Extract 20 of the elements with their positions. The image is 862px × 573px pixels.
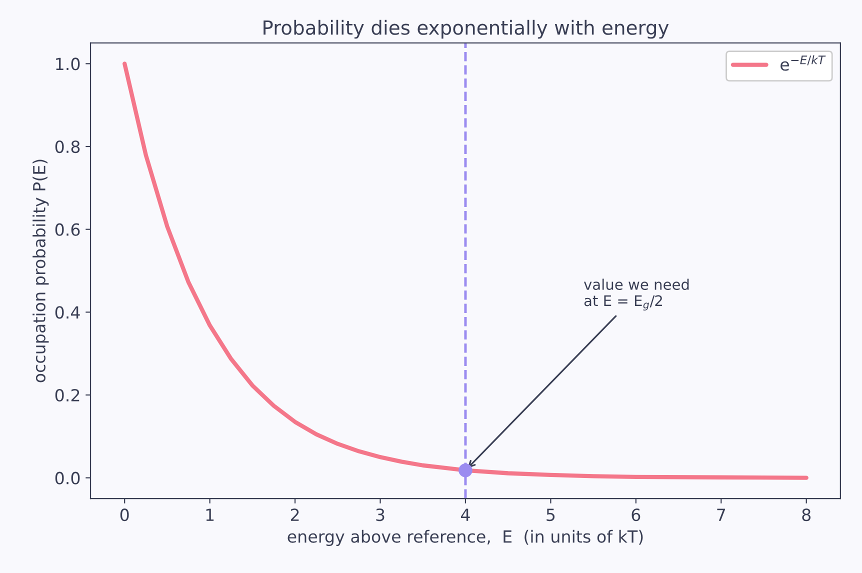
x-tick-label: 6 — [632, 508, 640, 522]
y-tick-label: 1.0 — [56, 58, 80, 70]
chart-title: Probability dies exponentially with energy — [264, 20, 669, 39]
legend-label: e$^{−E/kT}$ — [780, 55, 826, 71]
x-tick-label: 8 — [802, 508, 811, 522]
y-tick-label: 0.0 — [55, 472, 80, 484]
y-tick-label: 0.2 — [55, 388, 80, 402]
x-tick-label: 7 — [717, 508, 726, 521]
x-tick-label: 1 — [206, 508, 214, 521]
x-tick-label: 0 — [120, 508, 129, 522]
x-tick-label: 4 — [460, 508, 470, 521]
annotation: value we need at E = E$_{g}$/2 — [584, 278, 689, 311]
y-tick-label: 0.8 — [55, 140, 80, 154]
x-tick-label: 5 — [546, 508, 555, 522]
x-tick-label: 3 — [376, 508, 384, 522]
x-axis-title: energy above reference, E (in units of kT) — [288, 530, 643, 546]
y-tick-label: 0.6 — [55, 223, 80, 236]
y-tick-label: 0.4 — [55, 306, 80, 319]
y-axis-title: occupation probability P(E) — [32, 160, 49, 382]
x-tick-label: 2 — [290, 508, 299, 521]
